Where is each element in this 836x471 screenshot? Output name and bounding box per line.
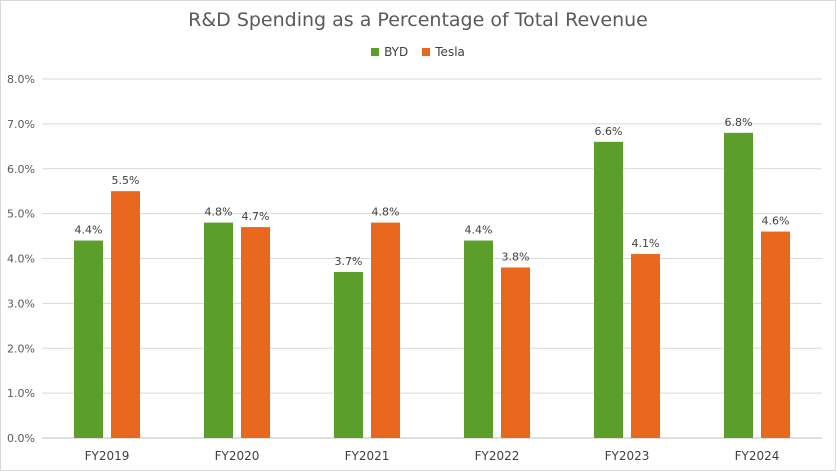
y-tick-label: 5.0% bbox=[7, 208, 35, 221]
data-label: 4.8% bbox=[205, 206, 233, 219]
data-label: 4.1% bbox=[632, 237, 660, 250]
data-label: 4.6% bbox=[762, 215, 790, 228]
legend-item-tesla: Tesla bbox=[422, 45, 465, 59]
data-label: 5.5% bbox=[112, 174, 140, 187]
bar-tesla bbox=[371, 222, 400, 438]
bar-byd bbox=[334, 271, 363, 438]
data-label: 6.8% bbox=[725, 116, 753, 129]
legend-swatch-byd bbox=[371, 48, 380, 56]
bar-byd bbox=[204, 222, 233, 438]
bar-byd bbox=[464, 240, 493, 438]
x-tick-label: FY2020 bbox=[215, 449, 260, 463]
bar-tesla bbox=[111, 191, 140, 438]
y-tick-label: 0.0% bbox=[7, 432, 35, 445]
x-tick-label: FY2021 bbox=[345, 449, 390, 463]
bar-byd bbox=[74, 240, 103, 438]
y-tick-label: 8.0% bbox=[7, 73, 35, 86]
y-tick-label: 6.0% bbox=[7, 163, 35, 176]
y-tick-label: 2.0% bbox=[7, 342, 35, 355]
data-label: 4.4% bbox=[75, 224, 103, 237]
data-label: 3.8% bbox=[502, 250, 530, 263]
data-label: 4.8% bbox=[372, 206, 400, 219]
data-label: 6.6% bbox=[595, 125, 623, 138]
bar-tesla bbox=[631, 254, 660, 438]
x-tick-label: FY2024 bbox=[735, 449, 780, 463]
y-tick-label: 7.0% bbox=[7, 118, 35, 131]
x-tick-label: FY2023 bbox=[605, 449, 650, 463]
data-label: 3.7% bbox=[335, 255, 363, 268]
legend-item-byd: BYD bbox=[371, 45, 408, 59]
bar-byd bbox=[724, 132, 753, 438]
y-tick-label: 1.0% bbox=[7, 387, 35, 400]
bar-tesla bbox=[241, 227, 270, 438]
legend-label-tesla: Tesla bbox=[435, 45, 465, 59]
chart-title: R&D Spending as a Percentage of Total Re… bbox=[188, 9, 648, 31]
bar-tesla bbox=[761, 231, 790, 438]
x-tick-label: FY2019 bbox=[85, 449, 130, 463]
data-label: 4.4% bbox=[465, 224, 493, 237]
legend-swatch-tesla bbox=[422, 48, 431, 56]
chart-legend: BYD Tesla bbox=[0, 45, 836, 59]
y-tick-label: 3.0% bbox=[7, 297, 35, 310]
bar-byd bbox=[594, 141, 623, 438]
y-tick-label: 4.0% bbox=[7, 253, 35, 266]
data-label: 4.7% bbox=[242, 210, 270, 223]
bar-tesla bbox=[501, 267, 530, 438]
x-tick-label: FY2022 bbox=[475, 449, 520, 463]
legend-label-byd: BYD bbox=[384, 45, 409, 59]
